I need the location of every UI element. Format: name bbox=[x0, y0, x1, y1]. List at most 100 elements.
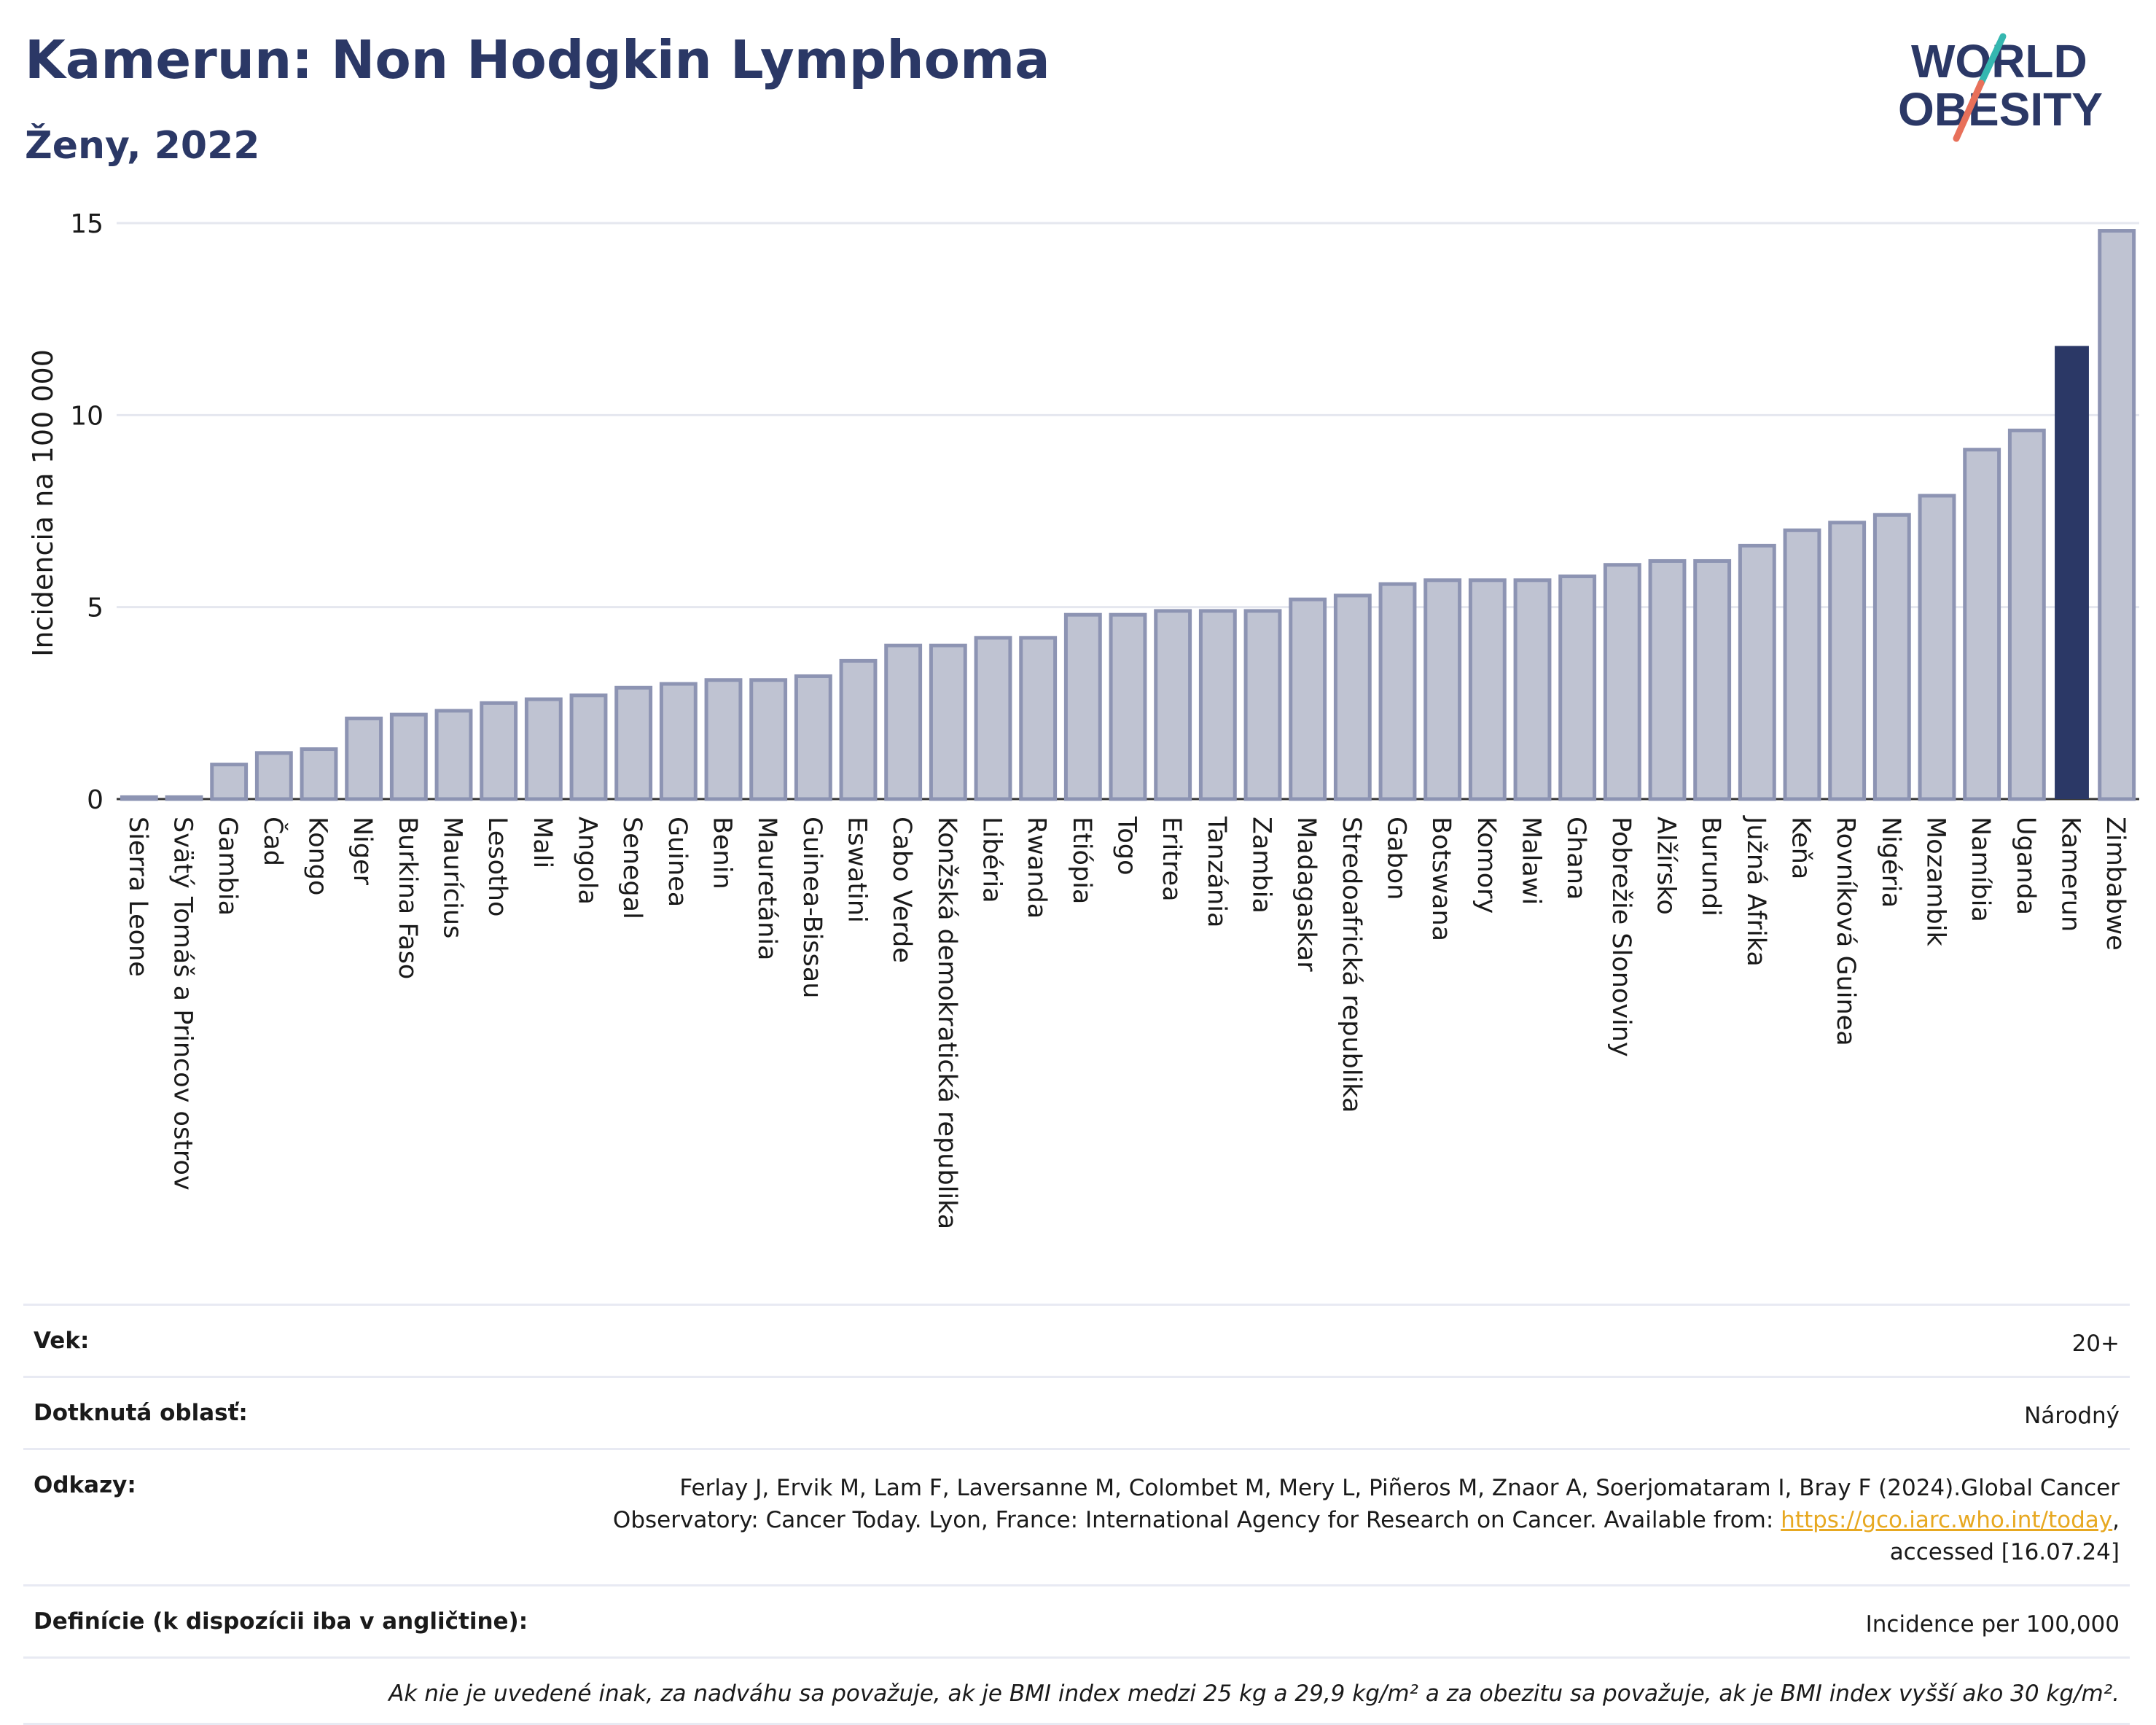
bar-uganda bbox=[2007, 428, 2046, 801]
bar-angola bbox=[569, 693, 608, 801]
meta-row-age: Vek: 20+ bbox=[23, 1304, 2130, 1376]
y-tick-label: 0 bbox=[87, 785, 103, 815]
meta-row-definitions: Definície (k dispozícii iba v angličtine… bbox=[23, 1584, 2130, 1656]
x-tick-label: Tanzánia bbox=[1202, 816, 1231, 927]
x-tick-label: Mali bbox=[528, 817, 557, 868]
logo-slash-teal bbox=[1977, 33, 2007, 87]
x-tick-label: Benin bbox=[708, 817, 737, 889]
x-axis-labels: Sierra Leone Svätý Tomáš a Princov ostrov… bbox=[123, 815, 2130, 1229]
bmi-note: Ak nie je uvedené inak, za nadváhu sa po… bbox=[388, 1681, 2120, 1708]
x-tick-label: Madagaskar bbox=[1292, 817, 1321, 972]
bar-keňa bbox=[1783, 528, 1821, 801]
x-tick-label: Burundi bbox=[1696, 817, 1725, 916]
bar-južná-afrika bbox=[1738, 543, 1776, 801]
x-tick-label: Stredoafrická republika bbox=[1337, 817, 1366, 1113]
x-tick-label: Cabo Verde bbox=[887, 817, 916, 963]
bar-sierra-leone bbox=[120, 795, 158, 801]
bar-ghana bbox=[1558, 575, 1597, 801]
x-tick-label: Južná Afrika bbox=[1741, 815, 1770, 967]
x-tick-label: Burkina Faso bbox=[393, 817, 422, 979]
chart-subtitle: Ženy, 2022 bbox=[25, 124, 260, 168]
bar-pobrežie-slonoviny bbox=[1603, 563, 1641, 801]
x-tick-label: Maurícius bbox=[438, 817, 467, 938]
bar-svätý-tomáš-a-princov-ostrov bbox=[165, 795, 203, 801]
x-tick-label: Svätý Tomáš a Princov ostrov bbox=[168, 817, 198, 1191]
x-tick-label: Eswatini bbox=[843, 817, 872, 923]
bar-maurícius bbox=[434, 709, 473, 801]
bar-benin bbox=[704, 678, 743, 801]
bar-mauretánia bbox=[749, 678, 788, 801]
bar-senegal bbox=[614, 685, 653, 801]
x-tick-label: Sierra Leone bbox=[123, 817, 152, 977]
bar-burkina-faso bbox=[389, 712, 428, 801]
x-tick-label: Ghana bbox=[1561, 817, 1590, 900]
bar-nigéria bbox=[1872, 513, 1911, 801]
bar-stredoafrická-republika bbox=[1333, 593, 1372, 801]
x-tick-label: Guinea-Bissau bbox=[797, 817, 827, 998]
bar-guinea-bissau bbox=[794, 674, 832, 801]
x-tick-label: Gabon bbox=[1382, 817, 1411, 900]
bar-konžská-demokratická-republika bbox=[929, 643, 967, 801]
metadata-table: Vek: 20+ Dotknutá oblasť: Národný Odkazy… bbox=[23, 1304, 2130, 1725]
bar-zimbabwe bbox=[2098, 229, 2136, 801]
x-tick-label: Botswana bbox=[1426, 817, 1456, 941]
bar-mali bbox=[524, 697, 563, 801]
bar-zambia bbox=[1243, 609, 1282, 801]
bar-rwanda bbox=[1019, 636, 1058, 801]
logo-slash-coral bbox=[1953, 79, 1985, 142]
bar-eswatini bbox=[839, 658, 878, 801]
x-tick-label: Pobrežie Slonoviny bbox=[1606, 817, 1636, 1057]
age-value: 20+ bbox=[2071, 1331, 2120, 1357]
bar-botswana bbox=[1423, 578, 1462, 801]
bar-namíbia bbox=[1963, 448, 2001, 801]
bar-gambia bbox=[210, 763, 249, 801]
x-tick-label: Namíbia bbox=[1966, 817, 1995, 922]
meta-row-note: Ak nie je uvedené inak, za nadváhu sa po… bbox=[23, 1656, 2130, 1725]
x-tick-label: Zambia bbox=[1247, 817, 1276, 914]
x-tick-label: Togo bbox=[1112, 816, 1141, 875]
bar-malawi bbox=[1513, 578, 1552, 801]
bar-burundi bbox=[1693, 558, 1732, 801]
x-tick-label: Rovníková Guinea bbox=[1831, 817, 1860, 1046]
bar-alžírsko bbox=[1648, 558, 1687, 801]
x-tick-label: Guinea bbox=[663, 817, 692, 907]
x-tick-label: Kongo bbox=[303, 817, 332, 895]
references-line-2-end: , bbox=[2112, 1507, 2120, 1534]
references-line-2: Observatory: Cancer Today. Lyon, France:… bbox=[612, 1507, 1781, 1534]
bar-čad bbox=[254, 751, 293, 801]
bar-madagaskar bbox=[1289, 597, 1327, 801]
x-tick-label: Etiópia bbox=[1067, 817, 1096, 904]
bar-lesotho bbox=[480, 701, 518, 801]
x-tick-label: Mozambik bbox=[1921, 817, 1950, 946]
logo-text-obesity: OBESITY bbox=[1898, 83, 2103, 136]
x-tick-label: Zimbabwe bbox=[2101, 817, 2130, 951]
x-tick-label: Libéria bbox=[977, 817, 1007, 903]
x-tick-label: Komory bbox=[1472, 817, 1501, 914]
age-label: Vek: bbox=[34, 1328, 90, 1354]
references-line-1: Ferlay J, Ervik M, Lam F, Laversanne M, … bbox=[679, 1475, 2120, 1502]
x-tick-label: Niger bbox=[348, 817, 377, 886]
area-label: Dotknutá oblasť: bbox=[34, 1400, 248, 1427]
x-tick-label: Mauretánia bbox=[752, 817, 781, 961]
references-link[interactable]: https://gco.iarc.who.int/today bbox=[1781, 1507, 2113, 1534]
bar-libéria bbox=[974, 636, 1012, 801]
bar-gabon bbox=[1378, 582, 1417, 801]
references-value: Ferlay J, Ervik M, Lam F, Laversanne M, … bbox=[613, 1472, 2120, 1568]
bar-rovníková-guinea bbox=[1828, 521, 1867, 801]
y-tick-label: 10 bbox=[70, 401, 103, 431]
x-tick-label: Čad bbox=[258, 817, 289, 866]
bar-kamerun bbox=[2055, 346, 2089, 799]
x-tick-label: Kamerun bbox=[2056, 817, 2085, 932]
x-tick-label: Rwanda bbox=[1022, 817, 1051, 919]
x-tick-label: Eritrea bbox=[1157, 817, 1186, 902]
definitions-label: Definície (k dispozícii iba v angličtine… bbox=[34, 1608, 528, 1635]
x-tick-label: Alžírsko bbox=[1652, 817, 1681, 915]
bar-cabo-verde bbox=[884, 643, 923, 801]
y-tick-label: 15 bbox=[70, 209, 103, 239]
bar-tanzánia bbox=[1198, 609, 1237, 801]
world-obesity-logo: WORLD OBESITY bbox=[1898, 33, 2103, 142]
bar-etiópia bbox=[1063, 612, 1102, 801]
y-tick-label: 5 bbox=[87, 593, 103, 623]
bar-togo bbox=[1109, 612, 1147, 801]
chart-title: Kamerun: Non Hodgkin Lymphoma bbox=[25, 29, 1050, 90]
